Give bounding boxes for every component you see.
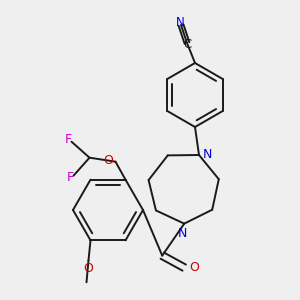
Text: N: N [178, 226, 187, 240]
Text: O: O [84, 262, 93, 275]
Text: F: F [65, 133, 72, 146]
Text: F: F [67, 171, 74, 184]
Text: N: N [176, 16, 184, 29]
Text: O: O [103, 154, 113, 167]
Text: N: N [203, 148, 212, 161]
Text: C: C [184, 38, 192, 52]
Text: O: O [189, 261, 199, 274]
